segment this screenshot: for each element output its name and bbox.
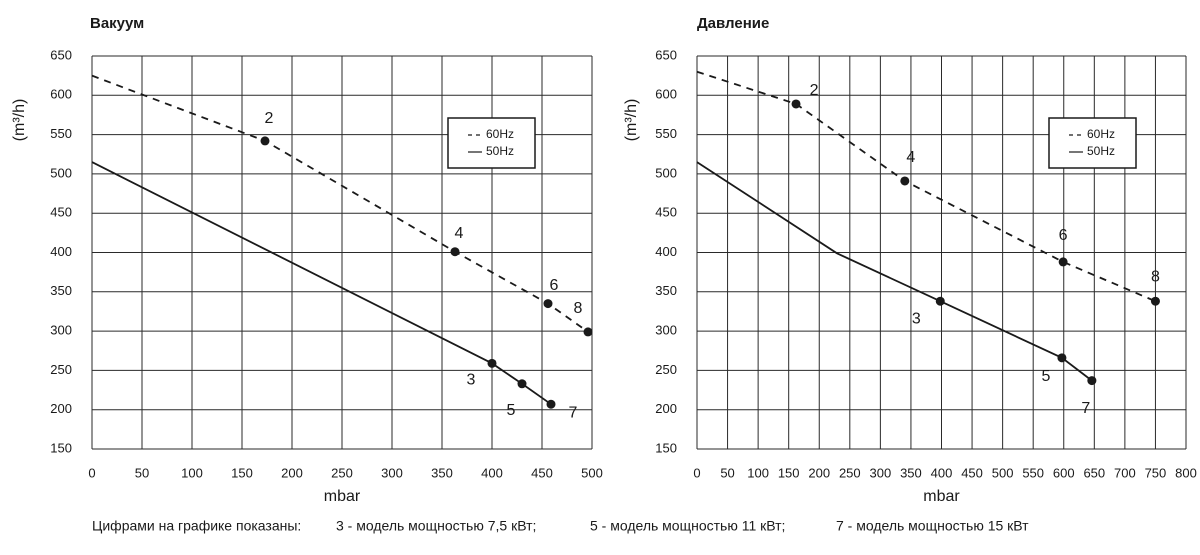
x-tick-label: 350 xyxy=(900,465,922,480)
x-tick-label: 500 xyxy=(992,465,1014,480)
legend-label: 60Hz xyxy=(486,127,514,141)
x-tick-label: 200 xyxy=(281,465,303,480)
data-point xyxy=(450,247,460,257)
footer-note: 3 - модель мощностью 7,5 кВт; xyxy=(336,518,536,534)
chart-title: Вакуум xyxy=(90,15,144,32)
x-tick-label: 450 xyxy=(961,465,983,480)
data-point xyxy=(1057,353,1067,363)
y-tick-label: 300 xyxy=(50,323,72,338)
x-tick-label: 0 xyxy=(693,465,700,480)
data-point xyxy=(546,399,556,409)
point-label: 5 xyxy=(507,402,516,419)
y-tick-label: 300 xyxy=(655,323,677,338)
y-tick-label: 350 xyxy=(50,283,72,298)
data-point xyxy=(935,296,945,306)
x-tick-label: 600 xyxy=(1053,465,1075,480)
series-line xyxy=(91,74,589,333)
point-label: 5 xyxy=(1041,368,1050,385)
x-tick-label: 400 xyxy=(481,465,503,480)
x-axis-title: mbar xyxy=(923,488,960,505)
x-tick-label: 250 xyxy=(839,465,861,480)
point-label: 6 xyxy=(1059,227,1068,244)
x-tick-label: 150 xyxy=(778,465,800,480)
x-tick-label: 650 xyxy=(1083,465,1105,480)
data-point xyxy=(1058,257,1068,267)
data-point xyxy=(1087,376,1097,386)
data-point xyxy=(517,379,527,389)
y-tick-label: 600 xyxy=(50,87,72,102)
y-tick-label: 400 xyxy=(655,244,677,259)
point-label: 2 xyxy=(810,82,819,99)
point-label: 7 xyxy=(1081,400,1090,417)
series-line xyxy=(91,161,552,405)
y-tick-label: 250 xyxy=(50,362,72,377)
x-tick-label: 350 xyxy=(431,465,453,480)
point-label: 8 xyxy=(574,300,583,317)
point-label: 4 xyxy=(455,225,464,242)
x-tick-label: 300 xyxy=(381,465,403,480)
legend-box xyxy=(447,117,536,169)
y-tick-label: 400 xyxy=(50,244,72,259)
legend-label: 60Hz xyxy=(1087,127,1115,141)
y-tick-label: 350 xyxy=(655,283,677,298)
x-tick-label: 750 xyxy=(1145,465,1167,480)
y-tick-label: 600 xyxy=(655,87,677,102)
x-tick-label: 400 xyxy=(931,465,953,480)
series-line xyxy=(696,70,1156,303)
y-tick-label: 450 xyxy=(655,205,677,220)
y-tick-label: 500 xyxy=(50,165,72,180)
footer-intro: Цифрами на графике показаны: xyxy=(92,518,301,534)
chart-title: Давление xyxy=(697,15,769,32)
y-tick-label: 500 xyxy=(655,165,677,180)
x-tick-label: 200 xyxy=(808,465,830,480)
x-tick-label: 550 xyxy=(1022,465,1044,480)
point-label: 7 xyxy=(569,404,578,421)
point-label: 4 xyxy=(906,149,915,166)
y-tick-label: 250 xyxy=(655,362,677,377)
x-tick-label: 800 xyxy=(1175,465,1197,480)
y-axis-title: (m³/h) xyxy=(623,99,640,142)
x-axis-title: mbar xyxy=(324,488,361,505)
series-line xyxy=(696,161,1093,382)
data-point xyxy=(791,99,801,109)
y-tick-label: 200 xyxy=(50,401,72,416)
point-label: 3 xyxy=(467,372,476,389)
data-point xyxy=(1150,296,1160,306)
y-tick-label: 650 xyxy=(655,47,677,62)
x-tick-label: 500 xyxy=(581,465,603,480)
footer-note: 5 - модель мощностью 11 кВт; xyxy=(590,518,785,534)
y-tick-label: 150 xyxy=(655,440,677,455)
x-tick-label: 250 xyxy=(331,465,353,480)
y-tick-label: 200 xyxy=(655,401,677,416)
x-tick-label: 50 xyxy=(720,465,734,480)
point-label: 3 xyxy=(912,310,921,327)
x-tick-label: 700 xyxy=(1114,465,1136,480)
point-label: 6 xyxy=(550,277,559,294)
legend-label: 50Hz xyxy=(486,144,514,158)
x-tick-label: 450 xyxy=(531,465,553,480)
data-point xyxy=(543,299,553,309)
y-tick-label: 150 xyxy=(50,440,72,455)
x-tick-label: 150 xyxy=(231,465,253,480)
x-tick-label: 50 xyxy=(135,465,149,480)
x-tick-label: 100 xyxy=(181,465,203,480)
y-tick-label: 550 xyxy=(50,126,72,141)
footer-note: 7 - модель мощностью 15 кВт xyxy=(836,518,1029,534)
legend-label: 50Hz xyxy=(1087,144,1115,158)
y-axis-title: (m³/h) xyxy=(11,99,28,142)
data-point xyxy=(583,327,593,337)
y-tick-label: 550 xyxy=(655,126,677,141)
y-tick-label: 450 xyxy=(50,205,72,220)
data-point xyxy=(260,136,270,146)
legend-box xyxy=(1048,117,1137,169)
y-tick-label: 650 xyxy=(50,47,72,62)
x-tick-label: 0 xyxy=(88,465,95,480)
x-tick-label: 300 xyxy=(870,465,892,480)
data-point xyxy=(487,358,497,368)
x-tick-label: 100 xyxy=(747,465,769,480)
point-label: 2 xyxy=(265,110,274,127)
point-label: 8 xyxy=(1151,268,1160,285)
data-point xyxy=(900,176,910,186)
